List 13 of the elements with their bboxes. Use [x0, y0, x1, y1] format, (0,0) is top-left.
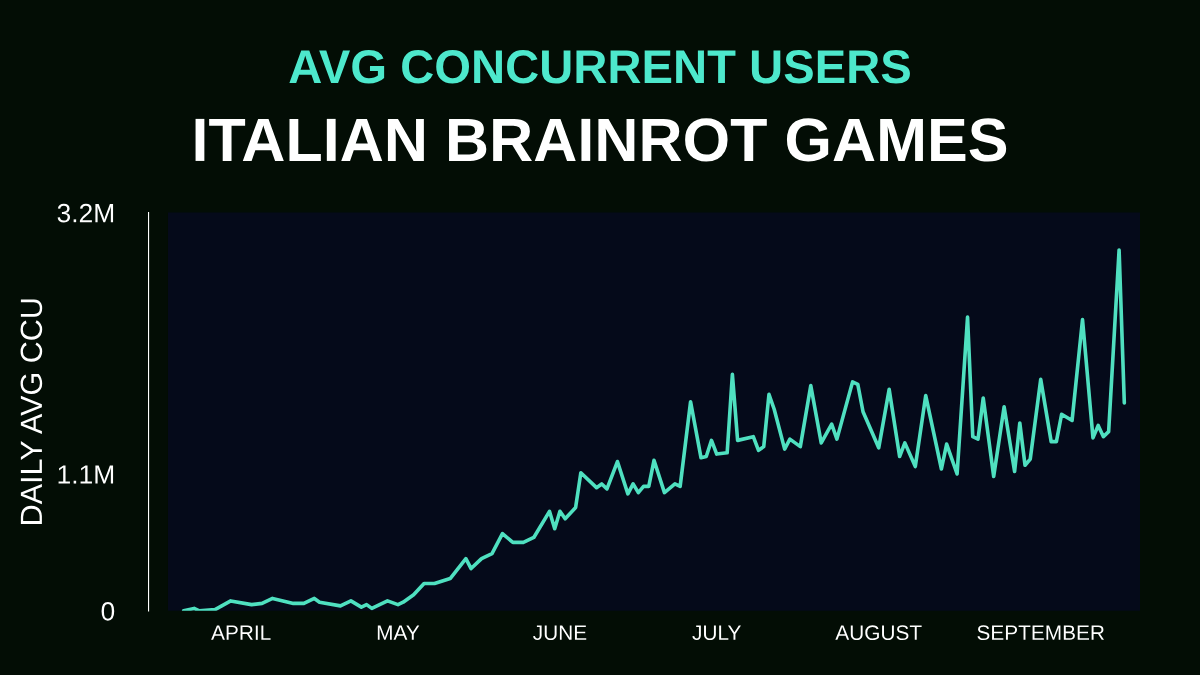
y-tick-label: 3.2M [57, 203, 114, 223]
x-tick-label: SEPTEMBER [977, 625, 1104, 641]
x-tick-label: JUNE [533, 625, 587, 641]
y-tick-label: 1.1M [58, 465, 114, 484]
y-tick-label: 0 [101, 602, 115, 621]
x-tick-label: APRIL [211, 625, 271, 640]
x-tick-label: JULY [692, 625, 741, 641]
line-series [181, 248, 1127, 611]
x-tick-label: MAY [377, 625, 420, 640]
x-tick-label: AUGUST [835, 625, 922, 641]
chart-title: AVG CONCURRENT USERS [289, 50, 910, 84]
chart-subtitle: ITALIAN BRAINROT GAMES [195, 118, 1007, 162]
y-axis-title: DAILY AVG CCU [20, 299, 43, 524]
